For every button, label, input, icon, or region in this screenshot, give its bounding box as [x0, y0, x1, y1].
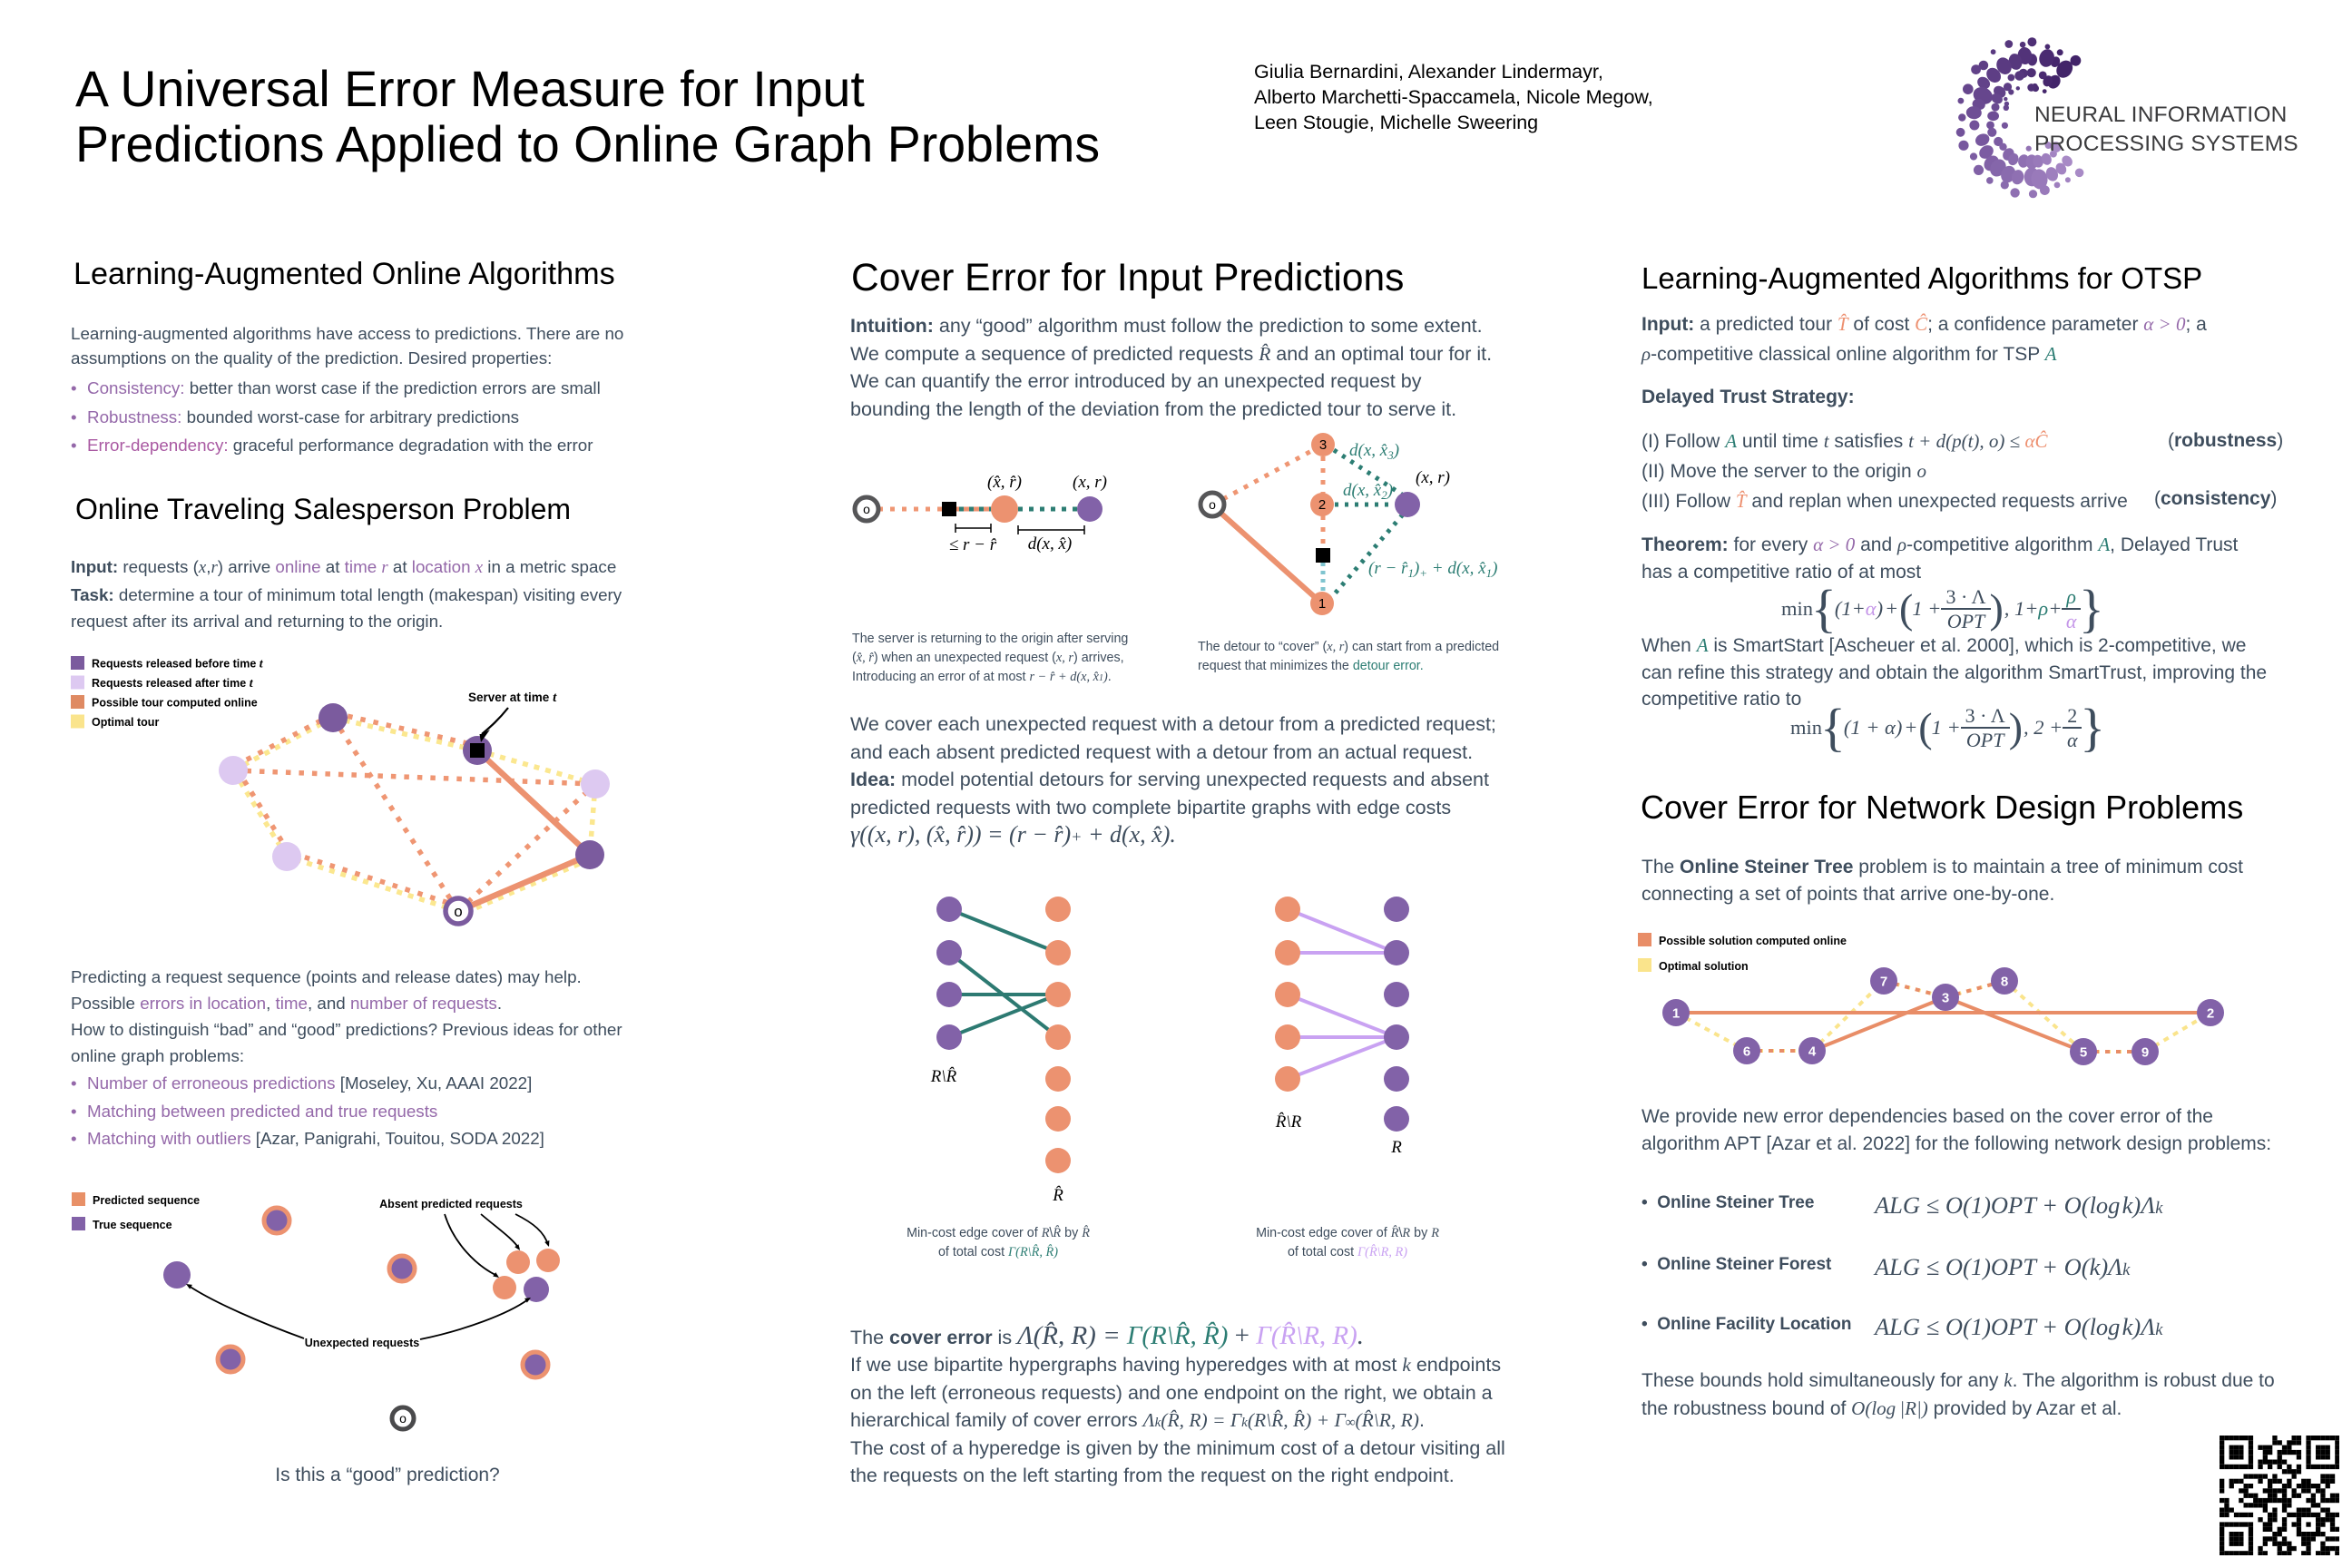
svg-text:d(x, x̂2): d(x, x̂2) — [1343, 481, 1393, 502]
svg-text:1: 1 — [1318, 596, 1326, 612]
svg-text:Requests released after time t: Requests released after time t — [92, 677, 254, 691]
svg-text:(x, r): (x, r) — [1073, 473, 1107, 492]
svg-text:6: 6 — [1743, 1044, 1750, 1060]
svg-text:Possible solution computed onl: Possible solution computed online — [1659, 935, 1847, 947]
svg-text:R: R — [1390, 1138, 1402, 1157]
svg-text:(x̂, r̂): (x̂, r̂) — [987, 473, 1022, 492]
svg-text:PROCESSING SYSTEMS: PROCESSING SYSTEMS — [2034, 132, 2298, 156]
svg-text:Possible tour computed online: Possible tour computed online — [92, 697, 258, 710]
svg-text:7: 7 — [1880, 975, 1887, 990]
svg-text:9: 9 — [2141, 1045, 2149, 1061]
svg-text:(x, r): (x, r) — [1416, 468, 1450, 487]
svg-text:R̂: R̂ — [1052, 1186, 1063, 1205]
svg-text:d(x, x̂3): d(x, x̂3) — [1349, 441, 1399, 462]
svg-text:R̂\R: R̂\R — [1275, 1112, 1302, 1132]
svg-text:o: o — [863, 502, 870, 516]
svg-text:8: 8 — [2001, 975, 2008, 990]
svg-text:R\R̂: R\R̂ — [930, 1067, 957, 1086]
svg-text:Optimal tour: Optimal tour — [92, 716, 159, 729]
svg-text:o: o — [1209, 497, 1216, 512]
svg-text:5: 5 — [2080, 1045, 2087, 1061]
svg-text:(r − r̂1)+ + d(x, x̂1): (r − r̂1)+ + d(x, x̂1) — [1368, 559, 1497, 580]
svg-text:o: o — [399, 1411, 407, 1426]
svg-text:2: 2 — [2207, 1006, 2214, 1022]
svg-text:3: 3 — [1319, 437, 1327, 453]
svg-text:Requests released before time: Requests released before time t — [92, 658, 264, 671]
svg-text:Optimal solution: Optimal solution — [1659, 960, 1749, 973]
svg-text:3: 3 — [1942, 991, 1949, 1006]
svg-text:Absent predicted requests: Absent predicted requests — [379, 1198, 523, 1210]
svg-text:1: 1 — [1672, 1006, 1680, 1022]
svg-text:2: 2 — [1318, 497, 1326, 513]
svg-text:4: 4 — [1808, 1044, 1817, 1060]
svg-text:≤ r − r̂: ≤ r − r̂ — [949, 535, 997, 554]
svg-text:d(x, x̂): d(x, x̂) — [1028, 534, 1073, 554]
svg-text:Predicted sequence: Predicted sequence — [93, 1194, 200, 1207]
svg-text:Server at time t: Server at time t — [468, 691, 557, 705]
svg-text:Unexpected requests: Unexpected requests — [305, 1337, 419, 1349]
svg-text:NEURAL INFORMATION: NEURAL INFORMATION — [2034, 103, 2288, 127]
svg-text:o: o — [454, 903, 462, 920]
svg-text:True sequence: True sequence — [93, 1219, 172, 1231]
